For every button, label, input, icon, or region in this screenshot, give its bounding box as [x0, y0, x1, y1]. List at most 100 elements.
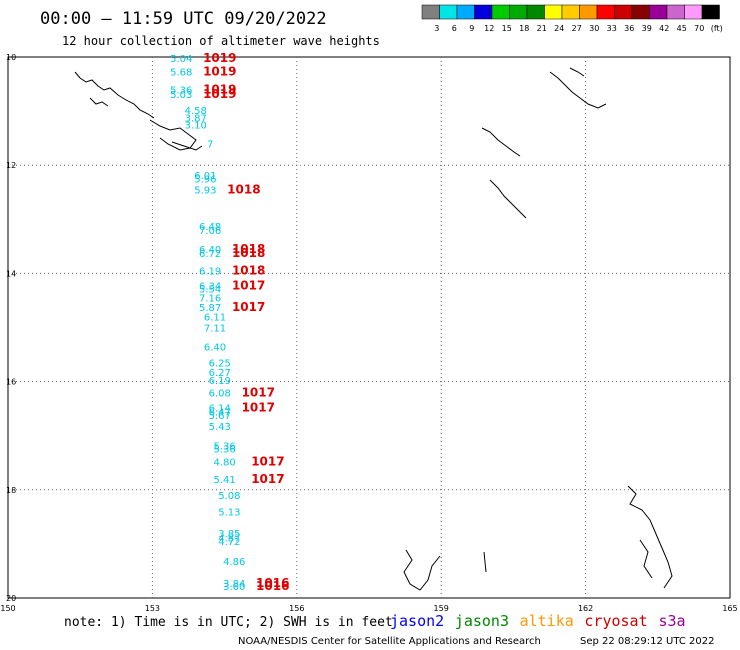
pressure-value-label: 1018 [232, 246, 265, 260]
x-tick-label: 156 [289, 604, 304, 613]
legend-swatch [579, 4, 598, 20]
swh-value-label: 3.10 [185, 121, 207, 132]
y-tick-label: 10 [6, 53, 16, 62]
legend-swatch [474, 4, 493, 20]
legend-swatch [684, 4, 703, 20]
pressure-value-label: 1017 [242, 385, 275, 399]
swh-value-label: 5.96 [194, 175, 216, 186]
coastline-solomons [549, 71, 607, 109]
legend-label: (ft) [711, 24, 723, 33]
legend-label: 70 [694, 24, 704, 33]
legend-swatch [421, 4, 440, 20]
swh-value-label: 6.01 [194, 171, 216, 182]
swh-value-label: 6.47 [209, 407, 231, 418]
pressure-value-label: 1019 [203, 65, 236, 79]
footer-note: note: 1) Time is in UTC; 2) SWH is in fe… [64, 615, 393, 630]
pressure-value-label: 1016 [256, 576, 289, 590]
coastline-islet [89, 97, 109, 107]
legend-swatch [509, 4, 528, 20]
legend-label: 42 [659, 24, 669, 33]
legend-label: 15 [502, 24, 512, 33]
pressure-value-label: 1016 [256, 579, 289, 593]
swh-value-label: 5.54 [199, 285, 221, 296]
pressure-value-label: 1019 [203, 82, 236, 96]
legend-label: 9 [469, 24, 474, 33]
pressure-value-label: 1017 [251, 455, 284, 469]
pressure-value-label: 1018 [232, 242, 265, 256]
satellite-label: jason2 [390, 612, 444, 630]
swh-value-label: 5.43 [209, 422, 231, 433]
y-tick-label: 12 [6, 161, 16, 170]
swh-value-label: 6.19 [209, 376, 231, 387]
y-tick-label: 20 [6, 594, 16, 603]
swh-value-label: 5.08 [218, 491, 240, 502]
coastline-loyalty [639, 539, 653, 579]
legend-swatch [456, 4, 475, 20]
satellite-label: altika [520, 612, 574, 630]
swh-value-label: 5.93 [194, 186, 216, 197]
swh-value-label: 4.58 [185, 106, 207, 117]
legend-swatch [631, 4, 650, 20]
swh-value-label: 4.72 [218, 537, 240, 548]
coastline-solomons-north [569, 67, 585, 77]
swh-value-label: 3.84 [223, 579, 245, 590]
legend-label: 18 [519, 24, 529, 33]
swh-value-label: 5.41 [213, 475, 235, 486]
swh-value-label: 4.80 [213, 458, 235, 469]
coastline-new-guinea [74, 71, 155, 119]
y-tick-label: 18 [6, 486, 16, 495]
pressure-value-label: 1018 [232, 264, 265, 278]
pressure-value-label: 1019 [203, 51, 236, 65]
x-tick-label: 159 [434, 604, 449, 613]
swh-value-label: 5.67 [209, 411, 231, 422]
coastline-chesterfield [483, 551, 487, 573]
legend-swatch [561, 4, 580, 20]
swh-value-label: 6.40 [204, 342, 226, 353]
legend-label: 30 [589, 24, 599, 33]
map-frame [7, 56, 731, 599]
legend-swatch [649, 4, 668, 20]
chart-title: 00:00 – 11:59 UTC 09/20/2022 [40, 9, 327, 29]
swh-value-label: 3.85 [218, 529, 240, 540]
chart-subtitle: 12 hour collection of altimeter wave hei… [62, 34, 380, 48]
legend-label: 6 [452, 24, 457, 33]
legend-swatch [526, 4, 545, 20]
pressure-points: 1019101910191019101810181018101810171017… [203, 51, 289, 593]
legend-label: 24 [554, 24, 564, 33]
swh-value-label: 5.68 [170, 68, 192, 79]
x-tick-label: 165 [722, 604, 737, 613]
legend-label: 12 [484, 24, 494, 33]
grid-lines [8, 57, 730, 598]
coastline-louisiade [149, 119, 197, 151]
swh-value-label: 6.14 [209, 404, 231, 415]
y-tick-label: 16 [6, 378, 16, 387]
swh-value-label: 5.36 [213, 441, 235, 452]
satellite-legend: jason2 jason3 altika cryosat s3a [390, 612, 686, 630]
coastline-rennell [481, 127, 521, 157]
swh-points: 5.045.685.365.034.583.873.1076.015.965.9… [170, 54, 245, 593]
swh-value-label: 6.27 [209, 368, 231, 379]
footer-credit: NOAA/NESDIS Center for Satellite Applica… [238, 636, 541, 647]
x-tick-label: 153 [145, 604, 160, 613]
satellite-label: jason3 [455, 612, 509, 630]
legend-label: 21 [537, 24, 547, 33]
swh-value-label: 6.19 [199, 267, 221, 278]
swh-value-label: 5.36 [213, 445, 235, 456]
coastline-vanuatu-south [627, 485, 673, 589]
swh-value-label: 7.06 [199, 226, 221, 237]
pressure-value-label: 1017 [232, 278, 265, 292]
swh-value-label: 5.87 [199, 303, 221, 314]
swh-value-label: 5.13 [218, 507, 240, 518]
legend-label: 3 [434, 24, 439, 33]
swh-value-label: 7.11 [204, 324, 226, 335]
pressure-value-label: 1017 [242, 401, 275, 415]
swh-value-label: 6.11 [204, 313, 226, 324]
swh-value-label: 6.34 [199, 281, 221, 292]
y-tick-label: 14 [6, 269, 16, 278]
x-tick-label: 162 [578, 604, 593, 613]
coastline-reef [171, 141, 203, 151]
coastline-new-caledonia [403, 549, 441, 591]
x-tick-label: 150 [0, 604, 15, 613]
